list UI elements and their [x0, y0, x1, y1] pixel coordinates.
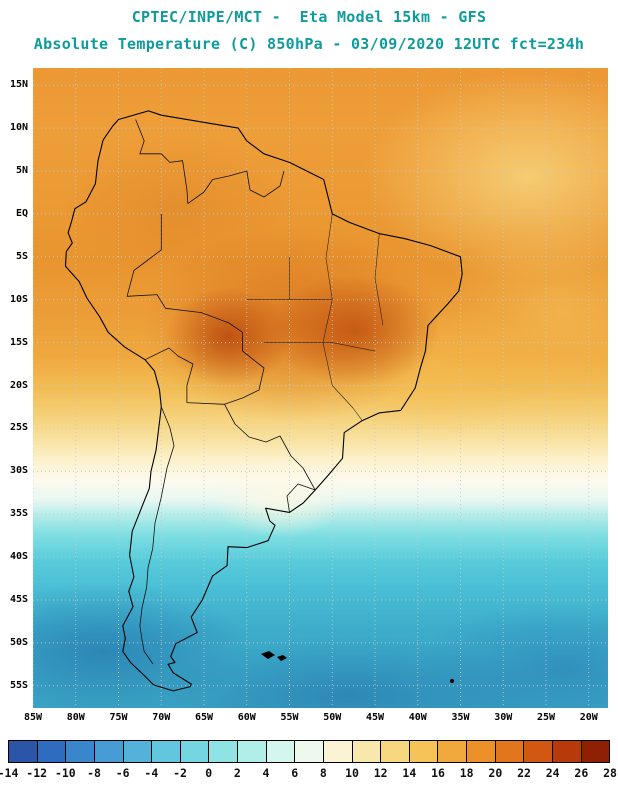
colorbar-tick-label: 4: [262, 766, 270, 780]
colorbar-ticks: -14-12-10-8-6-4-202468101214161820222426…: [0, 766, 617, 781]
lon-label: 40W: [408, 712, 427, 723]
south-america-coastline: [64, 110, 463, 692]
lon-label: 65W: [194, 712, 214, 723]
map-overlay: [33, 68, 608, 708]
colorbar-tick-label: 16: [431, 766, 445, 780]
colorbar-cell: [381, 741, 410, 762]
colorbar-cell: [323, 741, 353, 762]
colorbar-tick-label: 10: [345, 766, 359, 780]
colorbar-cell: [180, 741, 210, 762]
colorbar-tick-label: 20: [488, 766, 503, 780]
colorbar-tick-label: -14: [0, 766, 19, 780]
lon-label: 35W: [451, 712, 470, 723]
lat-label: 10S: [9, 293, 28, 305]
colorbar-tick-label: 24: [545, 766, 560, 780]
field-title: Absolute Temperature (C) 850hPa - 03/09/…: [33, 35, 585, 53]
colorbar-tick-label: 8: [319, 766, 327, 780]
colorbar-tick-label: 2: [233, 766, 241, 780]
lat-axis: 15N 10N 5N EQ 5S 10S 15S 20S 25S 30S 35S 40S 45S 50S 5…: [0, 68, 30, 708]
colorbar-cell: [352, 741, 382, 762]
colorbar-cell: [209, 741, 238, 762]
islands: [261, 651, 454, 683]
lon-label: 80W: [66, 712, 85, 723]
colorbar-tick-label: 0: [205, 766, 213, 780]
colorbar-tick-label: 28: [603, 766, 617, 780]
lat-label: 35S: [9, 508, 28, 520]
lon-label: 60W: [237, 712, 256, 723]
lon-label: 50W: [323, 712, 342, 723]
grid-lines: [33, 68, 608, 708]
colorbar-tick-label: -10: [54, 766, 76, 780]
colorbar-cell: [37, 741, 67, 762]
lat-label: 55S: [9, 679, 28, 691]
colorbar-tick-label: 6: [291, 766, 299, 780]
colorbar-tick-label: 18: [459, 766, 474, 780]
header-titles: CPTEC/INPE/MCT - Eta Model 15km - GFS Ab…: [0, 4, 618, 58]
colorbar-cell: [266, 741, 296, 762]
lon-label: 75W: [109, 712, 128, 723]
colorbar-tick-label: -8: [87, 766, 101, 780]
colorbar-cell: [495, 741, 525, 762]
colorbar-cell: [152, 741, 181, 762]
colorbar-cell: [467, 741, 496, 762]
colorbar-tick-label: -6: [115, 766, 130, 780]
colorbar-cell: [66, 741, 95, 762]
colorbar-tick-label: 26: [574, 766, 589, 780]
lon-label: 25W: [536, 712, 556, 723]
state-borders: [246, 213, 384, 421]
colorbar-cell: [94, 741, 124, 762]
colorbar-tick-label: -2: [173, 766, 187, 780]
colorbar-cell: [9, 741, 38, 762]
colorbar-tick-label: -4: [144, 766, 159, 780]
lat-label: 40S: [9, 551, 28, 563]
colorbar: [8, 740, 610, 763]
colorbar-cell: [438, 741, 467, 762]
lat-label: 5S: [15, 250, 28, 262]
lat-label: 15N: [9, 79, 28, 91]
lat-label: 10N: [9, 122, 28, 134]
colorbar-cell: [552, 741, 582, 762]
colorbar-cell: [123, 741, 153, 762]
lon-label: 30W: [494, 712, 513, 723]
lon-label: 70W: [152, 712, 171, 723]
colorbar-cell: [409, 741, 439, 762]
lon-label: 20W: [579, 712, 598, 723]
lat-label: 15S: [9, 336, 28, 348]
colorbar-cell: [581, 741, 610, 762]
colorbar-tick-label: 22: [517, 766, 531, 780]
lat-label: 5N: [15, 165, 28, 176]
colorbar-cell: [295, 741, 324, 762]
colorbar-cell: [238, 741, 267, 762]
colorbar-cell: [524, 741, 553, 762]
lat-label: EQ: [15, 207, 28, 219]
lat-label: 25S: [9, 422, 28, 434]
lon-axis: 85W 80W 75W 70W 65W 60W 55W 50W 45W 40W 35W 30W 25W 2…: [24, 712, 608, 726]
lon-label: 45W: [365, 712, 385, 723]
lon-label: 55W: [280, 712, 299, 723]
lat-label: 20S: [9, 379, 28, 391]
lat-label: 45S: [9, 594, 28, 605]
lon-label: 85W: [23, 712, 43, 723]
colorbar-tick-label: 12: [373, 766, 388, 780]
temperature-plot: [33, 68, 608, 708]
colorbar-tick-label: -12: [26, 766, 48, 780]
colorbar-tick-label: 14: [402, 766, 417, 780]
lat-label: 50S: [9, 636, 28, 648]
temperature-field: [33, 68, 608, 708]
country-borders: [126, 119, 316, 665]
lat-label: 30S: [9, 465, 28, 477]
model-title: CPTEC/INPE/MCT - Eta Model 15km - GFS: [131, 8, 487, 26]
